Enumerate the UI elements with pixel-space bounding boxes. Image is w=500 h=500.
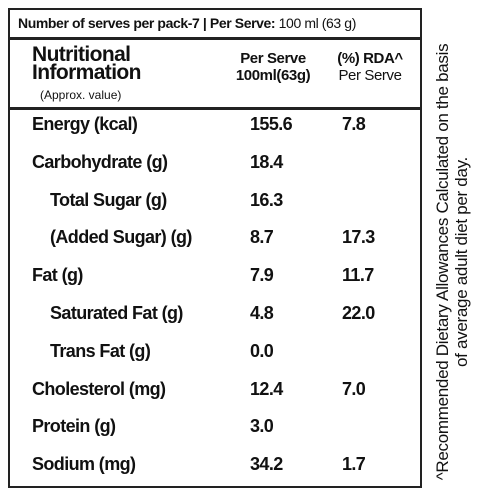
per-serve: Per Serve [240, 50, 306, 67]
rda-value: 1.7 [342, 454, 366, 475]
nutrient-label: Total Sugar (g) [50, 189, 167, 210]
per-serve-unit: 100ml(63g) [235, 67, 311, 84]
nutrient-row: Energy (kcal) 155.6 7.8 [10, 114, 420, 144]
nutrient-label: Protein (g) [32, 416, 116, 437]
rule [10, 107, 420, 110]
rda-unit: Per Serve [338, 67, 402, 84]
footnote: ^Recommended Dietary Allowances Calculat… [433, 43, 471, 481]
per-serve-value: 18.4 [250, 151, 283, 172]
nutrient-row: Fat (g) 7.9 11.7 [10, 265, 420, 295]
nutrient-label: Saturated Fat (g) [50, 303, 183, 323]
nutrient-label: Trans Fat (g) [50, 340, 151, 361]
rda-value: 7.0 [342, 378, 366, 399]
per-serve-value: 7.9 [250, 265, 274, 286]
rda-value: 11.7 [342, 265, 374, 286]
per-serve-value: 12.4 [250, 378, 283, 399]
nutrient-label: Fat (g) [32, 265, 83, 286]
rda: (%) RDA^ [337, 50, 403, 67]
nutrient-label: Sodium (mg) [32, 454, 136, 475]
nutrient-title: Nutritional Information [32, 43, 141, 84]
nutrient-row: Trans Fat (g) 0.0 [10, 341, 420, 371]
nutrient-note: (Approx. value) [40, 88, 122, 102]
nutrient-row: Saturated Fat (g) 4.8 22.0 [10, 303, 420, 333]
per-serve-value: 34.2 [250, 454, 283, 475]
rda-header: (%) RDA^ Per Serve [326, 50, 414, 84]
per-serve-value: 8.7 [250, 227, 274, 248]
nutrient-label: Energy (kcal) [32, 114, 138, 134]
nutrient-row: (Added Sugar) (g) 8.7 17.3 [10, 227, 420, 257]
nutrient-label: (Added Sugar) (g) [50, 227, 192, 248]
per-serve-value: 155.6 [250, 114, 293, 134]
nutrition-label: Number of serves per pack-7 | Per Serve:… [8, 8, 422, 488]
nutrient-row: Cholesterol (mg) 12.4 7.0 [10, 379, 420, 409]
rda-value: 22.0 [342, 303, 375, 323]
nutrient-row: Carbohydrate (g) 18.4 [10, 152, 420, 182]
nutrient-row: Protein (g) 3.0 [10, 416, 420, 446]
nutrient-row: Total Sugar (g) 16.3 [10, 190, 420, 220]
per-serve-value: 4.8 [250, 303, 274, 323]
per-serve-header: Per Serve 100ml(63g) [218, 50, 328, 84]
nutrient-label: Cholesterol (mg) [32, 378, 166, 399]
per-serve-value: 3.0 [250, 416, 274, 437]
serve-size: 100 ml (63 g) [278, 15, 357, 31]
nutrient-label: Carbohydrate (g) [32, 151, 168, 172]
rda-value: 17.3 [342, 227, 375, 248]
header: Number of serves per pack-7 | Per Serve:… [18, 15, 356, 31]
per-serve-value: 0.0 [250, 340, 274, 361]
per-serve-value: 16.3 [250, 189, 283, 210]
serves: Number of serves per pack-7 | Per Serve: [18, 15, 276, 31]
nutrient-row: Sodium (mg) 34.2 1.7 [10, 454, 420, 484]
rule [10, 37, 420, 40]
rda-value: 7.8 [342, 114, 366, 134]
